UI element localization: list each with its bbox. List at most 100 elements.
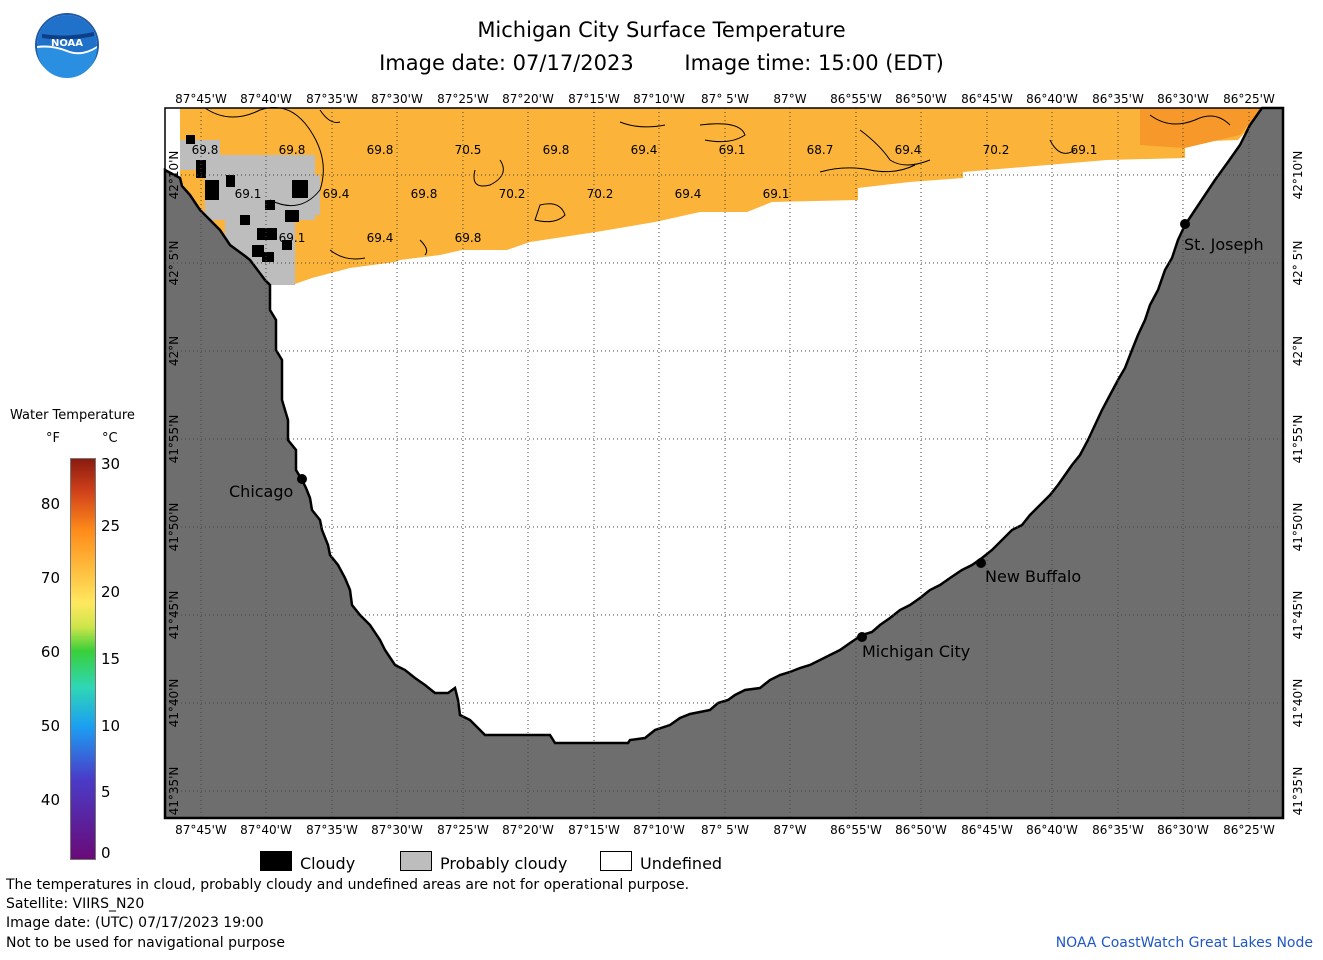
lon-label: 87°W [773,92,806,106]
temp-label: 69.8 [411,187,438,201]
temp-label: 69.8 [192,143,219,157]
map-title: Michigan City Surface Temperature [477,18,846,42]
temp-label: 70.2 [587,187,614,201]
temp-label: 69.4 [631,143,658,157]
satellite-info: Satellite: VIIRS_N20 [6,896,145,912]
lon-label: 86°45'W [961,823,1013,837]
lon-label: 87°W [773,823,806,837]
lon-label: 87°30'W [371,823,423,837]
legend-unit-c: °C [102,431,118,446]
legend-c-tick: 5 [101,783,111,801]
left-lat-labels: 42°10'N 42° 5'N 42°N 41°55'N 41°50'N 41°… [167,151,181,816]
temp-label: 69.8 [455,231,482,245]
city-marker [297,474,307,484]
lon-label: 86°25'W [1223,92,1275,106]
utc-date: Image date: (UTC) 07/17/2023 19:00 [6,915,264,931]
temp-label: 69.1 [235,187,262,201]
temp-label: 69.4 [895,143,922,157]
legend-c-tick: 25 [101,517,121,535]
city-label: St. Joseph [1184,235,1264,254]
lon-label: 86°30'W [1157,92,1209,106]
cloudy-label: Cloudy [300,854,356,873]
lat-label: 41°35'N [167,767,181,816]
lat-label: 42°10'N [167,151,181,200]
lat-label: 41°55'N [1291,415,1305,464]
coastwatch-credit: NOAA CoastWatch Great Lakes Node [1055,935,1313,951]
map-frame [164,107,1284,819]
lon-label: 87° 5'W [701,823,749,837]
lon-label: 87°10'W [633,823,685,837]
lat-label: 42° 5'N [1291,241,1305,286]
city-label: Michigan City [862,642,970,661]
lon-label: 87°20'W [502,823,554,837]
lon-label: 86°50'W [895,823,947,837]
image-time: Image time: 15:00 (EDT) [684,51,944,75]
lon-label: 87°35'W [306,92,358,106]
lon-label: 86°40'W [1026,92,1078,106]
lon-label: 86°55'W [830,92,882,106]
image-date: Image date: 07/17/2023 [379,51,634,75]
lon-label: 87°40'W [240,823,292,837]
city-markers [297,219,1190,642]
lon-label: 87°35'W [306,823,358,837]
bottom-lon-labels: 87°45'W 87°40'W 87°35'W 87°30'W 87°25'W … [175,823,1275,837]
temperature-labels: 69.8 69.8 69.8 70.5 69.8 69.4 69.1 68.7 … [192,143,1098,245]
undefined-swatch [600,851,632,871]
lat-label: 41°50'N [1291,503,1305,552]
lat-label: 41°55'N [167,415,181,464]
land-west [163,106,1285,820]
sst-hot-region [1140,108,1262,148]
legend-f-tick: 70 [40,569,60,587]
lon-label: 86°55'W [830,823,882,837]
legend-c-tick: 0 [101,844,111,862]
temp-label: 70.2 [983,143,1010,157]
legend-f-tick: 80 [40,495,60,513]
lon-label: 87°45'W [175,92,227,106]
probably-cloudy-label: Probably cloudy [440,854,568,873]
lat-label: 42° 5'N [167,241,181,286]
temp-label: 69.1 [1071,143,1098,157]
lon-label: 87°15'W [568,823,620,837]
legend-f-tick: 50 [40,717,60,735]
temp-label: 69.1 [763,187,790,201]
lat-label: 41°45'N [167,591,181,640]
legend-color-bar [70,458,96,860]
lat-label: 42°10'N [1291,151,1305,200]
lon-label: 86°30'W [1157,823,1209,837]
lon-label: 86°35'W [1092,92,1144,106]
lon-label: 87°10'W [633,92,685,106]
lat-label: 42°N [1291,336,1305,366]
lon-label: 87°30'W [371,92,423,106]
temp-label: 69.4 [323,187,350,201]
temp-label: 69.8 [543,143,570,157]
temp-label: 69.1 [719,143,746,157]
lon-label: 87°45'W [175,823,227,837]
svg-text:NOAA: NOAA [51,38,83,49]
lat-label: 41°50'N [167,503,181,552]
lon-label: 86°25'W [1223,823,1275,837]
legend-c-tick: 30 [101,455,121,473]
legend-c-tick: 20 [101,583,121,601]
top-lon-labels: 87°45'W 87°40'W 87°35'W 87°30'W 87°25'W … [175,92,1275,106]
map-subtitle: Image date: 07/17/2023 Image time: 15:00… [0,51,1323,75]
probably-cloudy-swatch [400,851,432,871]
lon-label: 86°45'W [961,92,1013,106]
navigation-warning: Not to be used for navigational purpose [6,935,285,951]
city-label: Chicago [229,482,293,501]
isotherm-contours [204,107,1231,260]
disclaimer-note: The temperatures in cloud, probably clou… [6,877,690,893]
lon-label: 86°35'W [1092,823,1144,837]
lat-label: 41°40'N [1291,679,1305,728]
lat-label: 41°40'N [167,679,181,728]
lon-label: 87° 5'W [701,92,749,106]
lon-label: 87°20'W [502,92,554,106]
noaa-logo-icon: NOAA [35,13,99,78]
lat-label: 41°45'N [1291,591,1305,640]
temp-label: 69.4 [675,187,702,201]
city-marker [976,558,986,568]
legend-title: Water Temperature [10,408,135,423]
temp-label: 69.8 [279,143,306,157]
temp-label: 70.5 [455,143,482,157]
temp-label: 69.8 [367,143,394,157]
